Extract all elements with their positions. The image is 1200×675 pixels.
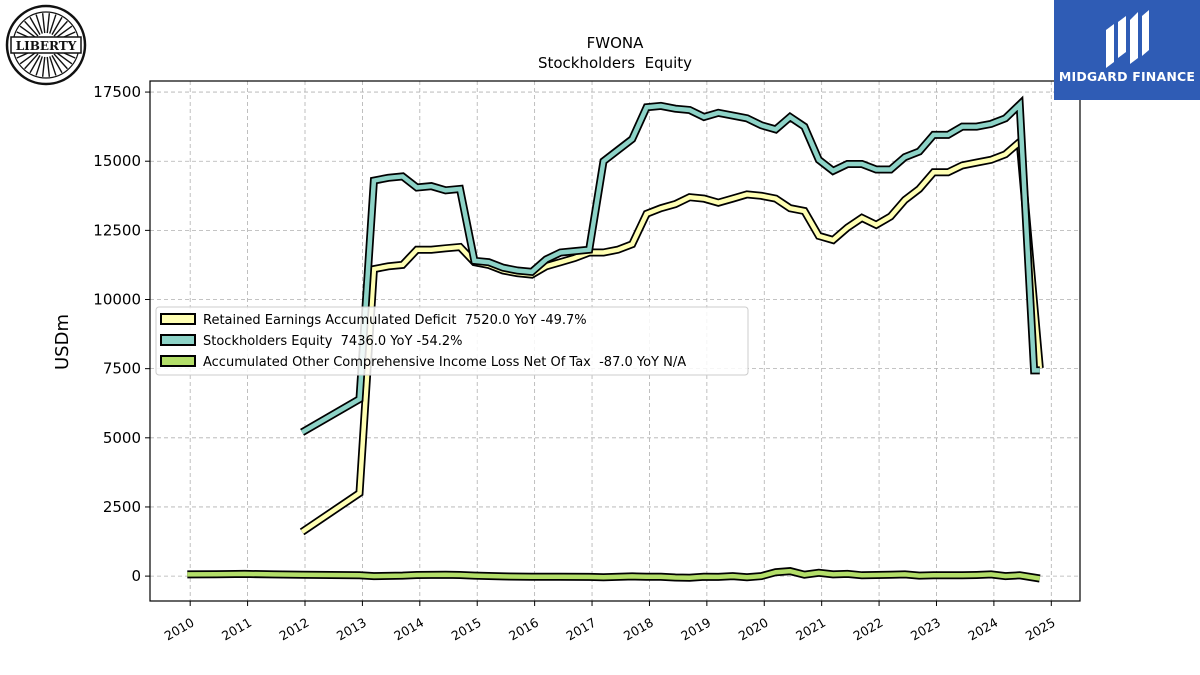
midgard-brand-text: MIDGARD FINANCE: [1058, 69, 1196, 84]
y-tick-label: 7500: [103, 360, 141, 378]
y-tick-label: 15000: [93, 152, 141, 170]
legend-swatch: [160, 313, 196, 325]
x-tick-label: 2023: [908, 615, 943, 644]
x-tick-label: 2015: [449, 615, 484, 644]
seal-ray: [53, 53, 68, 70]
series-line: [187, 568, 1041, 581]
x-tick-label: 2014: [391, 615, 426, 644]
seal-ray: [29, 16, 41, 35]
legend-label: Stockholders Equity 7436.0 YoY -54.2%: [203, 334, 463, 349]
seal-ray: [41, 13, 46, 34]
seal-ray: [55, 51, 73, 65]
seal-ray: [46, 13, 51, 34]
seal-ray: [19, 51, 37, 65]
x-tick-label: 2024: [965, 615, 1000, 644]
legend-box: [155, 306, 749, 376]
legend-label: Accumulated Other Comprehensive Income L…: [203, 355, 686, 370]
y-tick-label: 0: [131, 567, 141, 585]
legend-label: Retained Earnings Accumulated Deficit 75…: [203, 313, 587, 328]
seal-ray: [35, 14, 43, 34]
y-tick-label: 17500: [93, 83, 141, 101]
seal-ray: [19, 25, 37, 39]
seal-ray: [51, 55, 63, 74]
x-tick-label: 2018: [621, 615, 656, 644]
seal-ray: [51, 16, 63, 35]
x-tick-label: 2012: [276, 615, 311, 644]
seal-ray: [41, 56, 46, 77]
svg-text:LIBERTY: LIBERTY: [16, 39, 77, 53]
seal-ray: [29, 55, 41, 74]
series-line-outline: [300, 95, 1040, 436]
x-tick-label: 2011: [219, 615, 254, 644]
legend-swatch: [160, 334, 196, 346]
seal-ray: [24, 20, 39, 37]
x-tick-label: 2016: [506, 615, 541, 644]
y-tick-label: 2500: [103, 498, 141, 516]
x-tick-label: 2020: [736, 615, 771, 644]
midgard-m-icon: [1106, 10, 1149, 68]
liberty-logo: LIBERTY: [5, 4, 87, 86]
series-layer: [187, 95, 1044, 583]
x-tick-label: 2019: [678, 615, 713, 644]
plot-frame: [149, 80, 1081, 602]
midgard-finance-logo: MIDGARD FINANCE: [1054, 0, 1200, 100]
x-tick-label: 2017: [563, 615, 598, 644]
y-tick-label: 12500: [93, 221, 141, 239]
chart-title: FWONA: [587, 34, 644, 52]
seal-ray: [49, 56, 57, 76]
x-tick-label: 2010: [162, 615, 197, 644]
seal-ray: [53, 20, 68, 37]
y-tick-label: 10000: [93, 291, 141, 309]
y-axis-label: USDm: [52, 314, 73, 370]
y-tick-label: 5000: [103, 429, 141, 447]
seal-ray: [46, 56, 51, 77]
x-tick-label: 2025: [1023, 615, 1058, 644]
seal-ray: [55, 25, 73, 39]
x-tick-label: 2022: [851, 615, 886, 644]
legend-swatch: [160, 355, 196, 367]
seal-ray: [24, 53, 39, 70]
chart-subtitle: Stockholders Equity: [538, 54, 692, 72]
series-line: [300, 99, 1040, 435]
seal-ray: [49, 14, 57, 34]
liberty-seal-icon: LIBERTY: [5, 4, 87, 86]
x-tick-label: 2013: [334, 615, 369, 644]
seal-ray: [35, 56, 43, 76]
legend: Retained Earnings Accumulated Deficit 75…: [155, 306, 749, 376]
series-line: [300, 137, 1043, 534]
x-tick-label: 2021: [793, 615, 828, 644]
